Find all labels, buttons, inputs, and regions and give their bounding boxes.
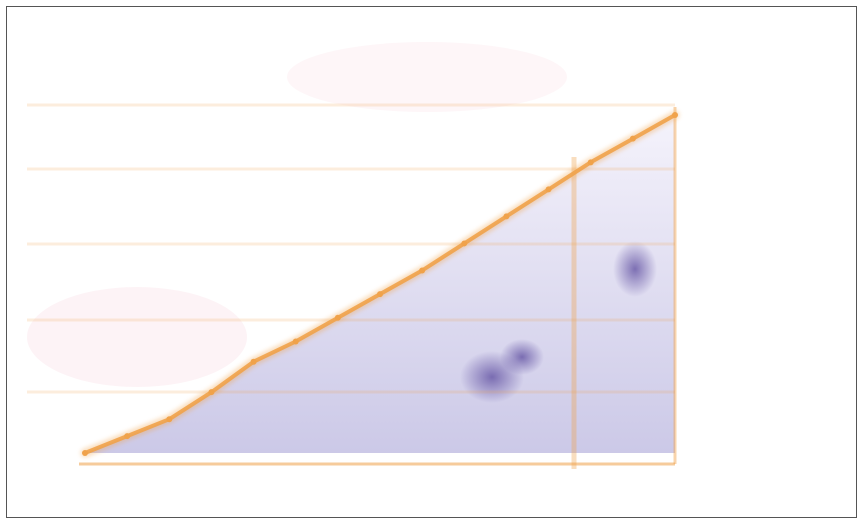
background-halo (27, 287, 247, 387)
chart-frame (6, 6, 857, 518)
decorative-blob (613, 241, 657, 297)
grid-lines (27, 103, 675, 394)
series-point (82, 450, 88, 456)
series-points (82, 112, 678, 456)
series-point (208, 389, 215, 396)
series-point (419, 267, 426, 274)
background-halo (287, 42, 567, 112)
series-point (124, 433, 131, 440)
series-point (587, 159, 594, 166)
series-point (166, 416, 173, 423)
series-point (334, 314, 341, 321)
series-point (545, 186, 552, 193)
decorative-blob (500, 339, 544, 375)
series-point (629, 135, 636, 142)
series-point (292, 338, 299, 345)
series-point (503, 213, 510, 220)
series-point (672, 112, 678, 118)
series-point (461, 240, 468, 247)
series-point (250, 358, 257, 365)
chart-svg (27, 42, 680, 469)
series-point (377, 291, 383, 298)
